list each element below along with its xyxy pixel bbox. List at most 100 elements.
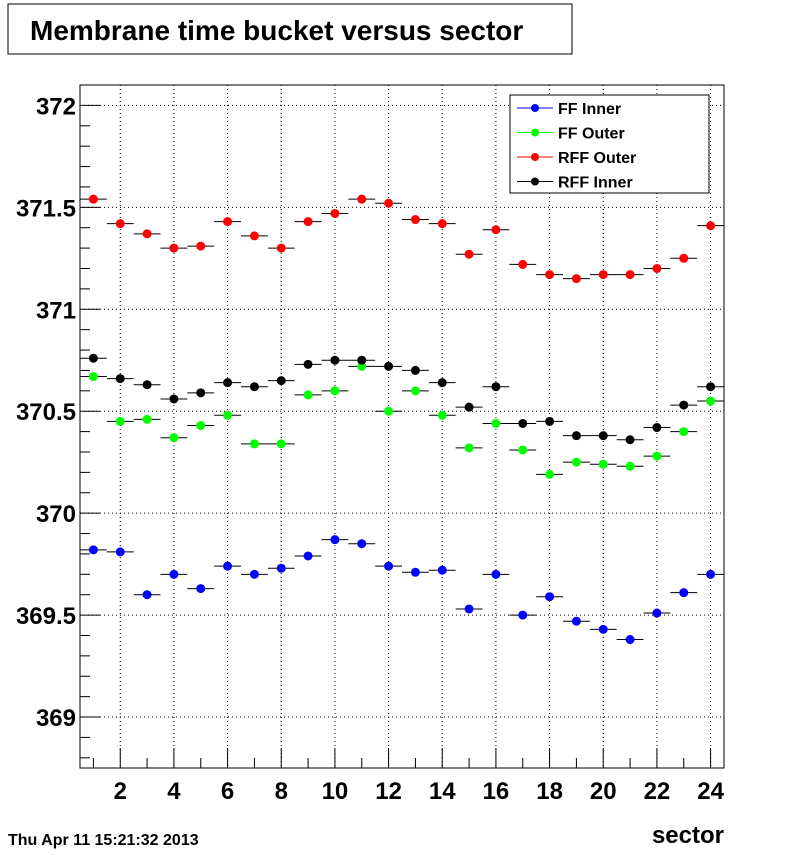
data-point — [196, 584, 206, 594]
x-tick-label: 14 — [429, 778, 456, 805]
tick-labels: 2 4 6 8 10 12 14 16 18 20 22 24369369.5370370.53713… — [16, 93, 725, 805]
series-ff-inner — [80, 535, 724, 645]
series-rff-outer — [80, 194, 724, 284]
data-point — [545, 416, 555, 426]
data-point — [330, 386, 340, 396]
data-point — [142, 229, 152, 239]
data-point — [249, 439, 259, 449]
data-point — [598, 431, 608, 441]
data-point — [384, 361, 394, 371]
chart-title: Membrane time bucket versus sector — [30, 15, 523, 46]
legend-label: FF Outer — [558, 126, 625, 143]
plot-frame — [79, 84, 725, 769]
data-point — [384, 561, 394, 571]
x-tick-label: 12 — [375, 778, 402, 805]
data-point — [169, 433, 179, 443]
data-point — [518, 418, 528, 428]
x-tick-label: 22 — [644, 778, 671, 805]
data-point — [545, 469, 555, 479]
data-point — [88, 353, 98, 363]
data-point — [706, 396, 716, 406]
x-tick-label: 18 — [536, 778, 563, 805]
legend-entry: RFF Inner — [517, 175, 633, 192]
data-point — [276, 376, 286, 386]
data-point — [410, 386, 420, 396]
series-rff-inner — [80, 353, 724, 445]
data-point — [303, 390, 313, 400]
data-point — [679, 588, 689, 598]
legend-entry: FF Inner — [517, 101, 621, 118]
data-point — [276, 439, 286, 449]
data-point — [88, 372, 98, 382]
legend-marker — [531, 177, 539, 186]
data-point — [571, 616, 581, 626]
y-tick-label: 371.5 — [16, 195, 76, 222]
data-point — [598, 624, 608, 634]
data-point — [330, 208, 340, 218]
data-point — [249, 231, 259, 241]
data-point — [652, 263, 662, 273]
data-point — [464, 443, 474, 453]
x-tick-label: 4 — [167, 778, 181, 805]
title-box: Membrane time bucket versus sector — [7, 3, 573, 55]
data-point — [437, 565, 447, 575]
data-point — [115, 219, 125, 229]
data-point — [357, 355, 367, 365]
data-point — [598, 270, 608, 280]
data-point — [464, 604, 474, 614]
data-point — [706, 221, 716, 231]
data-point — [625, 435, 635, 445]
data-point — [491, 569, 501, 579]
data-point — [652, 423, 662, 433]
data-point — [196, 241, 206, 251]
data-point — [652, 451, 662, 461]
data-point — [330, 535, 340, 545]
data-point — [491, 382, 501, 392]
y-tick-label: 370 — [36, 501, 76, 528]
data-point — [169, 569, 179, 579]
x-tick-label: 8 — [275, 778, 288, 805]
data-point — [625, 270, 635, 280]
legend-entry: RFF Outer — [517, 150, 636, 167]
data-point — [88, 194, 98, 204]
x-tick-label: 2 — [114, 778, 127, 805]
data-point — [303, 551, 313, 561]
data-point — [196, 420, 206, 430]
data-point — [142, 380, 152, 390]
data-point — [249, 382, 259, 392]
data-point — [357, 194, 367, 204]
legend-marker — [531, 153, 539, 161]
data-point — [437, 219, 447, 229]
data-point — [249, 569, 259, 579]
legend-label: RFF Outer — [558, 150, 636, 167]
x-tick-label: 20 — [590, 778, 617, 805]
timestamp: Thu Apr 11 15:21:32 2013 — [8, 832, 199, 849]
data-point — [625, 635, 635, 645]
data-point — [330, 355, 340, 365]
data-point — [115, 416, 125, 426]
data-point — [518, 610, 528, 620]
data-point — [115, 547, 125, 557]
data-point — [437, 410, 447, 420]
y-tick-label: 371 — [36, 297, 76, 324]
data-point — [679, 427, 689, 437]
data-point — [571, 457, 581, 467]
data-point — [223, 561, 233, 571]
y-tick-label: 369 — [36, 705, 76, 732]
axis-ticks — [80, 84, 712, 768]
x-tick-label: 6 — [221, 778, 234, 805]
data-point — [518, 259, 528, 269]
legend-marker — [531, 128, 539, 137]
y-tick-label: 370.5 — [16, 399, 76, 426]
data-point — [491, 418, 501, 428]
legend-label: FF Inner — [558, 101, 621, 118]
y-tick-label: 372 — [36, 93, 76, 120]
data-point — [276, 563, 286, 573]
data-point — [491, 225, 501, 235]
data-point — [223, 378, 233, 388]
data-point — [679, 253, 689, 263]
data-point — [115, 374, 125, 384]
data-point — [196, 388, 206, 398]
data-point — [410, 215, 420, 225]
